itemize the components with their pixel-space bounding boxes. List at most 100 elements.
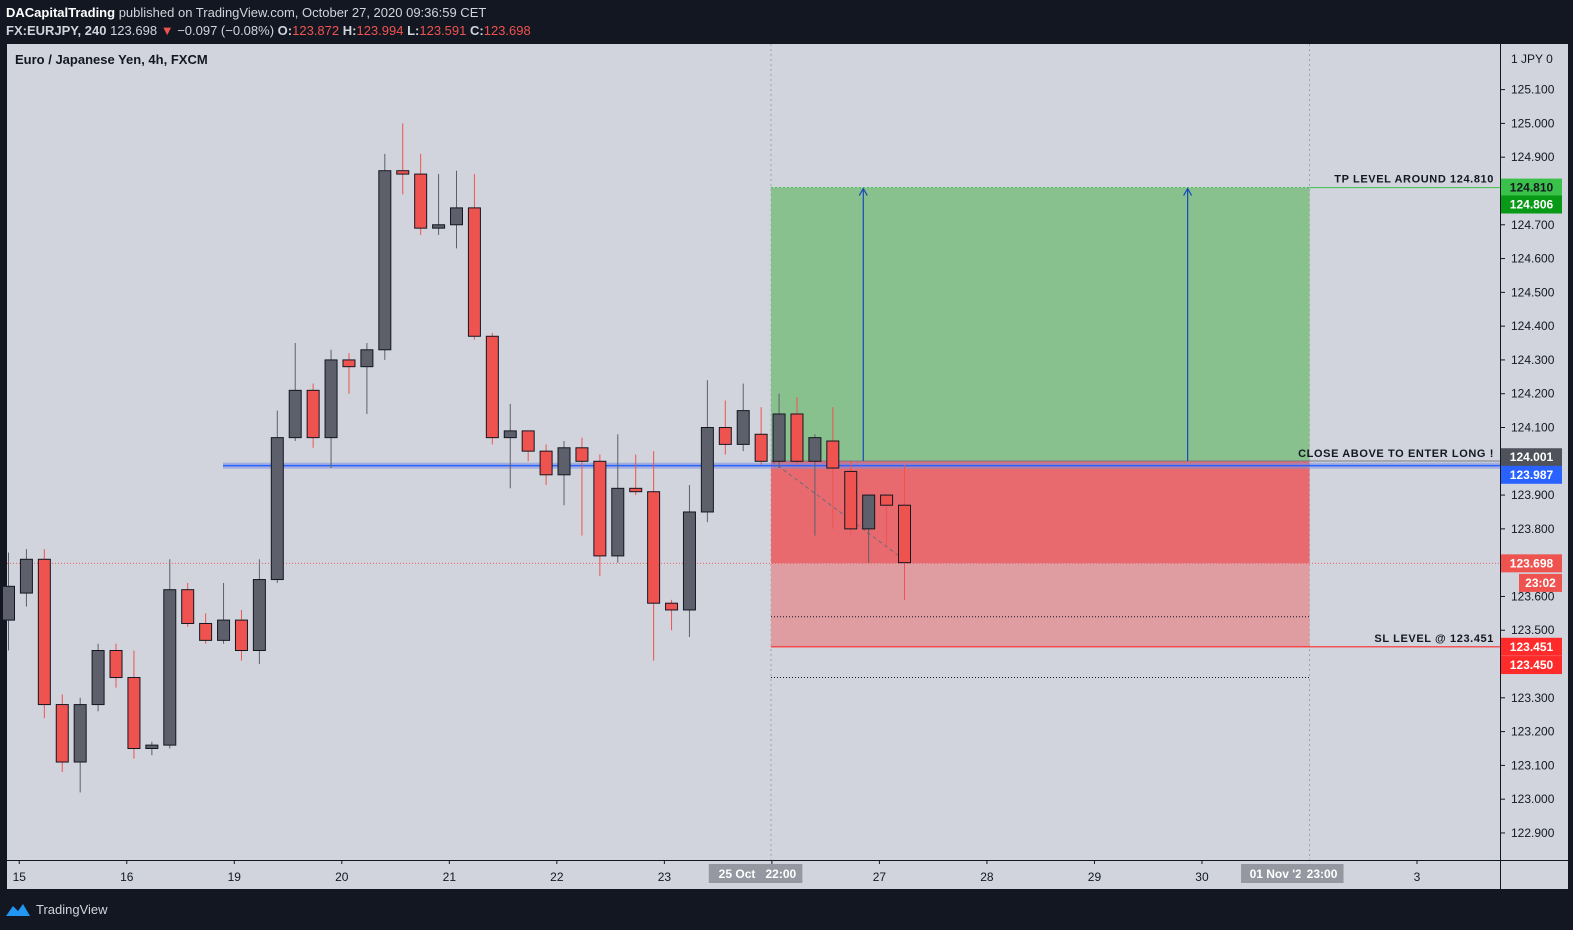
candle bbox=[521, 430, 535, 462]
candle-body bbox=[127, 677, 141, 749]
candle-body bbox=[91, 650, 105, 706]
price-badge-label: 124.001 bbox=[1510, 450, 1554, 464]
price-axis-badge: 124.810 bbox=[1501, 178, 1562, 197]
low-label: L: bbox=[407, 23, 420, 38]
candle bbox=[629, 454, 643, 496]
candle-body bbox=[718, 427, 732, 445]
candle-body bbox=[682, 511, 696, 611]
price-axis-badge: 124.001 bbox=[1501, 448, 1562, 467]
candle bbox=[593, 454, 607, 577]
candle-body bbox=[826, 440, 840, 469]
close-value: 123.698 bbox=[483, 23, 531, 38]
price-badge-label: 124.810 bbox=[1510, 181, 1554, 195]
y-tick-label: 124.200 bbox=[1511, 387, 1555, 401]
price-badge-label: 124.806 bbox=[1510, 197, 1554, 211]
candle bbox=[485, 332, 499, 445]
candle bbox=[647, 451, 661, 661]
x-tick-label: 22 bbox=[550, 870, 564, 884]
publish-line: DACapitalTrading published on TradingVie… bbox=[6, 4, 531, 22]
arrow-head-icon bbox=[1183, 187, 1193, 196]
candle bbox=[432, 174, 446, 235]
publish-info: published on TradingView.com, October 27… bbox=[118, 5, 487, 20]
price-badge-bg bbox=[1501, 178, 1562, 197]
x-tick-label: 28 bbox=[980, 870, 994, 884]
candle-body bbox=[306, 389, 320, 439]
y-tick-label: 123.900 bbox=[1511, 488, 1555, 502]
y-tick-label: 123.600 bbox=[1511, 589, 1555, 603]
candle-body bbox=[432, 224, 446, 229]
high-label: H: bbox=[342, 23, 357, 38]
price-axis-badge: 123.450 bbox=[1501, 656, 1562, 675]
candle-body bbox=[521, 430, 535, 452]
candle-body bbox=[270, 437, 284, 581]
candle bbox=[414, 153, 428, 235]
price-axis-badge: 23:02 bbox=[1519, 573, 1562, 592]
candle-body bbox=[736, 410, 750, 445]
y-tick-label: 122.900 bbox=[1511, 826, 1555, 840]
candle-body bbox=[342, 359, 356, 368]
candle bbox=[234, 609, 248, 661]
sl-level-label: SL LEVEL @ 123.451 bbox=[1374, 633, 1494, 645]
y-axis-unit-label: 1 JPY 0 bbox=[1511, 52, 1553, 66]
candle bbox=[844, 461, 858, 536]
x-tick-label: 16 bbox=[120, 870, 134, 884]
candle-body bbox=[73, 704, 87, 763]
candle-body bbox=[575, 447, 589, 462]
candle-body bbox=[790, 413, 804, 462]
candle-body bbox=[593, 460, 607, 557]
y-tick-label: 125.000 bbox=[1511, 116, 1555, 130]
candle-body bbox=[647, 491, 661, 604]
candle-body bbox=[844, 470, 858, 530]
candle-body bbox=[288, 389, 302, 439]
candle bbox=[342, 353, 356, 394]
down-triangle-icon: ▼ bbox=[160, 23, 174, 38]
author-name[interactable]: DACapitalTrading bbox=[6, 5, 116, 20]
y-tick-label: 123.800 bbox=[1511, 522, 1555, 536]
target-arrow bbox=[1183, 187, 1193, 461]
candle-body bbox=[611, 487, 625, 557]
candle-body bbox=[378, 170, 392, 351]
high-value: 123.994 bbox=[356, 23, 404, 38]
price-badge-bg bbox=[1501, 448, 1562, 467]
y-tick-label: 123.500 bbox=[1511, 623, 1555, 637]
footer-brand[interactable]: TradingView bbox=[6, 898, 108, 920]
time-badge-bg bbox=[1300, 864, 1344, 883]
candle-body bbox=[772, 413, 786, 462]
x-tick-label: 21 bbox=[443, 870, 457, 884]
symbol-label[interactable]: FX:EURJPY, 240 bbox=[6, 23, 107, 38]
low-value: 123.591 bbox=[419, 23, 467, 38]
candle-body bbox=[360, 349, 374, 368]
y-tick-label: 123.300 bbox=[1511, 691, 1555, 705]
x-tick-label: 3 bbox=[1414, 870, 1421, 884]
candle bbox=[324, 349, 338, 469]
candle-body bbox=[503, 430, 517, 439]
time-badge-label: 23:00 bbox=[1307, 867, 1338, 881]
candle bbox=[163, 559, 177, 749]
candle bbox=[450, 170, 463, 249]
x-tick-label: 30 bbox=[1195, 870, 1209, 884]
price-badge-bg bbox=[1519, 573, 1562, 592]
y-tick-label: 124.900 bbox=[1511, 150, 1555, 164]
target-arrow bbox=[858, 187, 868, 461]
candle bbox=[557, 441, 571, 506]
x-tick-label: 29 bbox=[1088, 870, 1102, 884]
candle bbox=[181, 582, 195, 627]
price-change: −0.097 (−0.08%) bbox=[177, 23, 275, 38]
candle bbox=[808, 434, 822, 536]
price-badge-bg bbox=[1501, 656, 1562, 675]
candle bbox=[91, 643, 105, 712]
candle bbox=[503, 403, 517, 489]
candle bbox=[575, 437, 589, 536]
candle bbox=[826, 407, 840, 529]
y-tick-label: 123.200 bbox=[1511, 725, 1555, 739]
candle-body bbox=[37, 558, 51, 706]
y-tick-label: 125.100 bbox=[1511, 83, 1555, 97]
price-axis-badge: 123.451 bbox=[1501, 637, 1562, 656]
time-badge-bg bbox=[1241, 864, 1318, 883]
time-badge-label: 22:00 bbox=[766, 867, 797, 881]
candle-body bbox=[539, 450, 553, 476]
candle bbox=[665, 599, 679, 631]
candle-body bbox=[217, 619, 231, 641]
price-badge-label: 23:02 bbox=[1525, 576, 1556, 590]
